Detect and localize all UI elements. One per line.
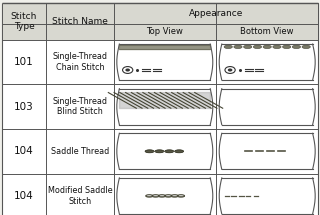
Ellipse shape: [292, 45, 300, 49]
Ellipse shape: [302, 45, 310, 49]
Ellipse shape: [263, 45, 271, 49]
Bar: [2, 24, 318, 40]
Ellipse shape: [155, 150, 164, 153]
Ellipse shape: [273, 45, 281, 49]
Circle shape: [125, 68, 130, 72]
Text: Stitch
Type: Stitch Type: [11, 12, 37, 31]
Text: Bottom View: Bottom View: [240, 27, 294, 36]
Circle shape: [228, 68, 232, 72]
Ellipse shape: [283, 45, 291, 49]
Text: Top View: Top View: [146, 27, 183, 36]
Text: 104: 104: [14, 191, 34, 201]
Text: 103: 103: [14, 102, 34, 112]
Ellipse shape: [244, 45, 252, 49]
Text: Stitch Name: Stitch Name: [52, 17, 108, 26]
Ellipse shape: [175, 150, 184, 153]
Bar: [114, 3, 318, 24]
Ellipse shape: [253, 45, 261, 49]
Text: Appearance: Appearance: [189, 9, 243, 18]
Text: Modified Saddle
Stitch: Modified Saddle Stitch: [48, 186, 112, 206]
Text: Single-Thread
Blind Stitch: Single-Thread Blind Stitch: [52, 97, 108, 116]
Ellipse shape: [165, 150, 174, 153]
Ellipse shape: [224, 45, 232, 49]
Ellipse shape: [234, 45, 242, 49]
Bar: [2, 3, 114, 24]
Text: 104: 104: [14, 146, 34, 156]
Text: Saddle Thread: Saddle Thread: [51, 147, 109, 156]
Text: Single-Thread
Chain Stitch: Single-Thread Chain Stitch: [52, 52, 108, 72]
Ellipse shape: [145, 150, 154, 153]
Text: 101: 101: [14, 57, 34, 67]
